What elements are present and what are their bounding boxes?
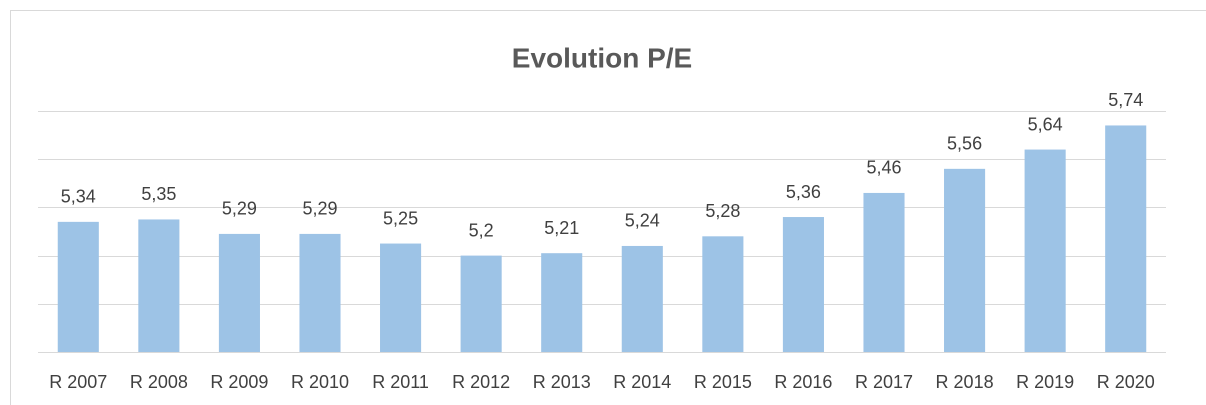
chart-title: Evolution P/E bbox=[512, 42, 692, 73]
x-tick-label: R 2012 bbox=[452, 372, 510, 392]
data-label: 5,25 bbox=[383, 208, 418, 228]
x-tick-label: R 2017 bbox=[855, 372, 913, 392]
data-label: 5,56 bbox=[947, 134, 982, 154]
bar bbox=[702, 236, 744, 352]
bar bbox=[57, 221, 99, 352]
data-label: 5,64 bbox=[1028, 114, 1063, 134]
data-label: 5,24 bbox=[625, 211, 660, 231]
bar bbox=[782, 217, 824, 352]
bar bbox=[1024, 149, 1066, 352]
data-label: 5,2 bbox=[469, 220, 494, 240]
bar bbox=[944, 168, 986, 352]
bar bbox=[1105, 125, 1147, 353]
data-label: 5,35 bbox=[141, 184, 176, 204]
x-tick-label: R 2013 bbox=[533, 372, 591, 392]
data-label: 5,29 bbox=[222, 199, 257, 219]
bar bbox=[299, 233, 341, 352]
data-label: 5,36 bbox=[786, 182, 821, 202]
x-tick-label: R 2015 bbox=[694, 372, 752, 392]
x-tick-label: R 2019 bbox=[1016, 372, 1074, 392]
bar bbox=[460, 255, 502, 352]
bar bbox=[863, 192, 905, 352]
bar bbox=[621, 245, 663, 352]
x-tick-label: R 2011 bbox=[372, 372, 429, 392]
x-tick-label: R 2014 bbox=[613, 372, 671, 392]
data-label: 5,29 bbox=[302, 199, 337, 219]
bar bbox=[138, 219, 180, 352]
bar bbox=[380, 243, 422, 352]
x-tick-label: R 2010 bbox=[291, 372, 349, 392]
bar bbox=[218, 233, 260, 352]
data-label: 5,74 bbox=[1108, 90, 1143, 110]
x-tick-label: R 2016 bbox=[774, 372, 832, 392]
x-tick-label: R 2008 bbox=[130, 372, 188, 392]
data-label: 5,28 bbox=[705, 201, 740, 221]
x-tick-label: R 2007 bbox=[49, 372, 107, 392]
x-tick-label: R 2009 bbox=[210, 372, 268, 392]
x-tick-label: R 2020 bbox=[1097, 372, 1155, 392]
data-label: 5,46 bbox=[866, 158, 901, 178]
bar bbox=[541, 253, 583, 352]
data-label: 5,21 bbox=[544, 218, 579, 238]
x-tick-label: R 2018 bbox=[936, 372, 994, 392]
data-label: 5,34 bbox=[61, 187, 96, 207]
